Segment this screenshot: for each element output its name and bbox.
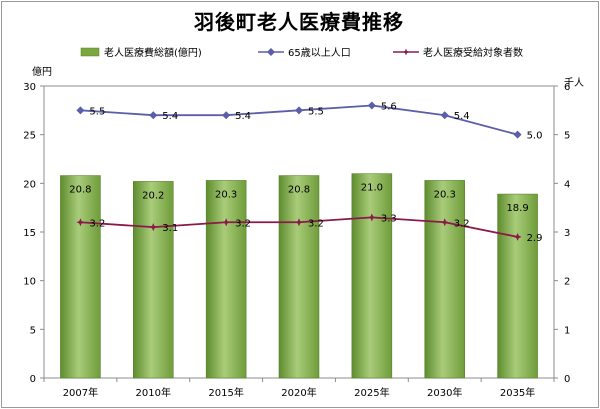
point-recipients	[440, 218, 449, 227]
point-pop65	[149, 111, 158, 120]
y-right-tick-label: 0	[564, 374, 570, 385]
bar-mark	[205, 180, 247, 379]
point-recipients	[76, 218, 85, 227]
x-tick-label: 2035年	[500, 386, 535, 399]
pop65-data-label: 5.5	[308, 106, 324, 117]
legend-swatch-star-icon	[393, 48, 419, 55]
recipients-data-label: 2.9	[527, 233, 543, 244]
bar-data-label: 21.0	[361, 183, 383, 194]
legend-swatch-bar-icon	[80, 47, 100, 56]
legend-item-pop65: 65歳以上人口	[258, 44, 351, 59]
bar-data-label: 20.8	[288, 185, 310, 196]
point-recipients	[222, 218, 231, 227]
point-pop65	[76, 106, 85, 115]
point-pop65	[440, 111, 449, 120]
x-tick-label: 2010年	[136, 386, 171, 399]
y-left-tick-label: 5	[30, 325, 36, 336]
y-right-unit: 千人	[564, 77, 584, 89]
pop65-data-label: 5.4	[235, 111, 251, 122]
y-left-tick-label: 25	[23, 131, 36, 142]
bar-data-label: 20.3	[434, 189, 456, 200]
recipients-data-label: 3.3	[381, 213, 397, 224]
y-left-tick-label: 15	[23, 228, 36, 239]
recipients-data-label: 3.2	[454, 218, 470, 229]
pop65-data-label: 5.0	[527, 131, 543, 142]
y-left-tick-label: 10	[23, 277, 36, 288]
bar-data-label: 20.2	[142, 190, 164, 201]
point-recipients	[295, 218, 303, 227]
y-right-tick-label: 3	[564, 228, 570, 239]
point-pop65	[513, 130, 522, 139]
pop65-data-label: 5.4	[162, 111, 178, 122]
y-left-unit: 億円	[32, 65, 52, 78]
legend-label-bar: 老人医療費総額(億円)	[104, 48, 202, 59]
y-right-tick-label: 2	[564, 277, 570, 288]
y-left-tick-label: 20	[23, 179, 36, 190]
bar-mark	[351, 173, 393, 379]
point-pop65	[222, 111, 231, 120]
x-tick-label: 2015年	[208, 386, 243, 399]
legend-label-recipients: 老人医療受給対象者数	[423, 48, 523, 59]
bar-data-label: 20.3	[215, 189, 237, 200]
y-right-tick-label: 5	[564, 131, 570, 142]
x-tick-label: 2030年	[427, 386, 462, 399]
recipients-data-label: 3.1	[162, 223, 178, 234]
legend-item-recipients: 老人医療受給対象者数	[393, 44, 523, 59]
pop65-data-label: 5.6	[381, 101, 397, 112]
bar-mark	[278, 175, 320, 379]
y-right-tick-label: 6	[564, 82, 570, 93]
pop65-data-label: 5.4	[454, 111, 470, 122]
recipients-data-label: 3.2	[89, 218, 105, 229]
bar-mark	[60, 175, 101, 379]
y-left-tick-label: 0	[30, 374, 36, 385]
bar-data-label: 20.8	[69, 185, 91, 196]
bar-mark	[133, 181, 174, 379]
bar-mark	[424, 180, 465, 379]
bar-mark	[497, 193, 538, 379]
x-tick-label: 2020年	[281, 386, 316, 399]
y-right-tick-label: 4	[564, 179, 570, 190]
y-left-tick-label: 30	[23, 82, 36, 93]
legend-label-pop65: 65歳以上人口	[288, 48, 351, 59]
chart-legend: 老人医療費総額(億円) 65歳以上人口 老人医療受給対象者数	[0, 44, 598, 59]
point-recipients	[367, 213, 376, 222]
point-pop65	[367, 101, 376, 110]
point-recipients	[513, 232, 522, 241]
point-pop65	[295, 106, 303, 115]
chart-title: 羽後町老人医療費推移	[194, 10, 404, 34]
legend-item-bar: 老人医療費総額(億円)	[80, 44, 202, 59]
y-right-tick-label: 1	[564, 325, 570, 336]
pop65-data-label: 5.5	[89, 106, 105, 117]
x-tick-label: 2025年	[354, 386, 389, 399]
recipients-data-label: 3.2	[235, 218, 251, 229]
point-recipients	[149, 223, 158, 232]
x-tick-label: 2007年	[63, 386, 98, 399]
recipients-data-label: 3.2	[308, 218, 324, 229]
bar-data-label: 18.9	[506, 203, 528, 214]
legend-swatch-diamond-icon	[258, 47, 284, 56]
